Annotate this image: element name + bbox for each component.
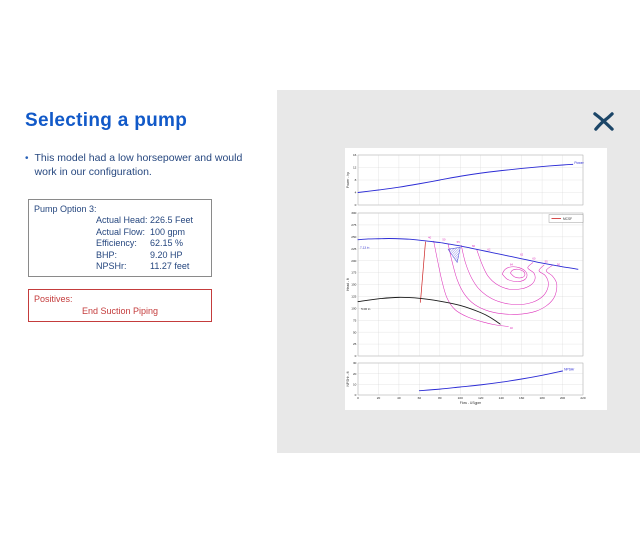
svg-text:62: 62 [520,252,524,256]
svg-text:20: 20 [353,372,357,376]
svg-text:50: 50 [442,238,446,242]
svg-text:0: 0 [355,354,357,358]
spec-value: 62.15 % [150,238,184,249]
svg-text:55: 55 [457,240,461,244]
bullet-text: This model had a low horsepower and woul… [34,152,243,178]
svg-text:0: 0 [355,393,357,397]
pump-spec-row: Efficiency: 62.15 % [96,238,211,250]
svg-text:60: 60 [472,244,476,248]
spec-label: BHP: [96,249,118,260]
pump-option-box: Pump Option 3: Actual Head: 226.5 Feet Act… [28,199,212,277]
svg-text:40: 40 [428,235,432,239]
svg-text:250: 250 [351,235,356,239]
svg-text:NPSHr - ft: NPSHr - ft [346,371,350,386]
svg-text:200: 200 [351,259,356,263]
pump-spec-row: Actual Head: 226.5 Feet [96,215,211,227]
svg-text:50: 50 [353,330,357,334]
spec-value: 226.5 Feet [150,215,194,225]
spec-label: Actual Head: [96,215,148,225]
svg-text:12: 12 [353,166,357,170]
pump-spec-row: Actual Flow: 100 gpm [96,227,211,239]
svg-text:5.00 in: 5.00 in [361,307,371,311]
svg-text:Flow - USgpm: Flow - USgpm [460,401,482,405]
positives-heading: Positives: [34,294,73,304]
svg-text:55: 55 [545,260,549,264]
svg-text:62: 62 [487,248,491,252]
svg-text:0: 0 [357,396,359,400]
svg-text:64: 64 [510,262,514,266]
spec-label: Efficiency: [96,238,137,249]
svg-text:16: 16 [353,153,357,157]
svg-text:200: 200 [560,396,565,400]
svg-text:40: 40 [510,326,514,330]
svg-text:20: 20 [377,396,381,400]
svg-text:8: 8 [355,178,357,182]
svg-text:4: 4 [355,191,357,195]
svg-text:100: 100 [351,306,356,310]
pump-option-rows: Actual Head: 226.5 Feet Actual Flow: 100 gp… [96,215,211,273]
svg-text:125: 125 [351,295,356,299]
spec-label: Actual Flow: [96,226,146,237]
pump-spec-row: NPSHr: 11.27 feet [96,261,211,273]
svg-text:7.13 in: 7.13 in [360,245,370,249]
svg-text:40: 40 [397,396,401,400]
slide-title: Selecting a pump [25,110,188,131]
svg-text:Power: Power [574,161,584,165]
positives-item: End Suction Piping [81,306,159,316]
svg-text:10: 10 [353,382,357,386]
svg-text:80: 80 [438,396,442,400]
bullet-marker: • [25,153,29,164]
spec-value: 100 gpm [150,226,186,237]
svg-text:75: 75 [353,318,357,322]
svg-text:140: 140 [499,396,504,400]
svg-text:180: 180 [540,396,545,400]
svg-text:Power - hp: Power - hp [346,172,350,188]
svg-text:NPSHr: NPSHr [564,368,575,372]
x-brand-logo-icon [593,112,614,131]
svg-text:150: 150 [351,283,356,287]
bullet-item: • This model had a low horsepower and wo… [25,152,253,180]
svg-text:50: 50 [557,262,561,266]
svg-text:275: 275 [351,223,356,227]
spec-value: 9.20 HP [150,249,183,260]
svg-text:160: 160 [519,396,524,400]
svg-text:MCSF: MCSF [563,217,572,221]
spec-value: 11.27 feet [150,261,190,272]
pump-spec-row: BHP: 9.20 HP [96,250,211,262]
positives-box: Positives: End Suction Piping [28,289,212,322]
svg-text:60: 60 [418,396,422,400]
svg-text:300: 300 [351,211,356,215]
spec-label: NPSHr: [96,261,127,272]
svg-text:0: 0 [355,203,357,207]
svg-text:175: 175 [351,271,356,275]
svg-text:25: 25 [353,342,357,346]
pump-option-heading: Pump Option 3: [34,204,97,214]
svg-text:220: 220 [580,396,585,400]
svg-text:225: 225 [351,247,356,251]
svg-text:100: 100 [458,396,463,400]
svg-text:Head - ft: Head - ft [346,278,350,291]
svg-text:120: 120 [478,396,483,400]
svg-text:60: 60 [532,257,536,261]
svg-text:30: 30 [353,361,357,365]
